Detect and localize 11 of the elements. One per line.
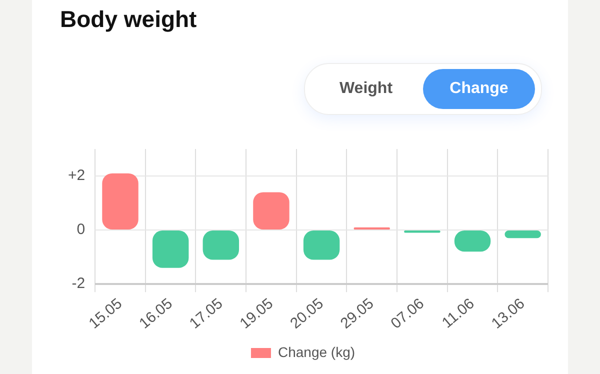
y-tick-label: -2 — [72, 275, 86, 292]
bar — [354, 227, 390, 230]
bar — [152, 230, 189, 268]
toggle-switch: Weight Change — [304, 63, 542, 115]
bar — [253, 192, 290, 230]
y-tick-label: +2 — [68, 167, 86, 184]
legend-label: Change (kg) — [278, 344, 356, 360]
bar — [102, 173, 138, 230]
y-tick-label: 0 — [76, 221, 86, 238]
chart-title: Body weight — [60, 6, 197, 33]
bar — [504, 230, 541, 238]
